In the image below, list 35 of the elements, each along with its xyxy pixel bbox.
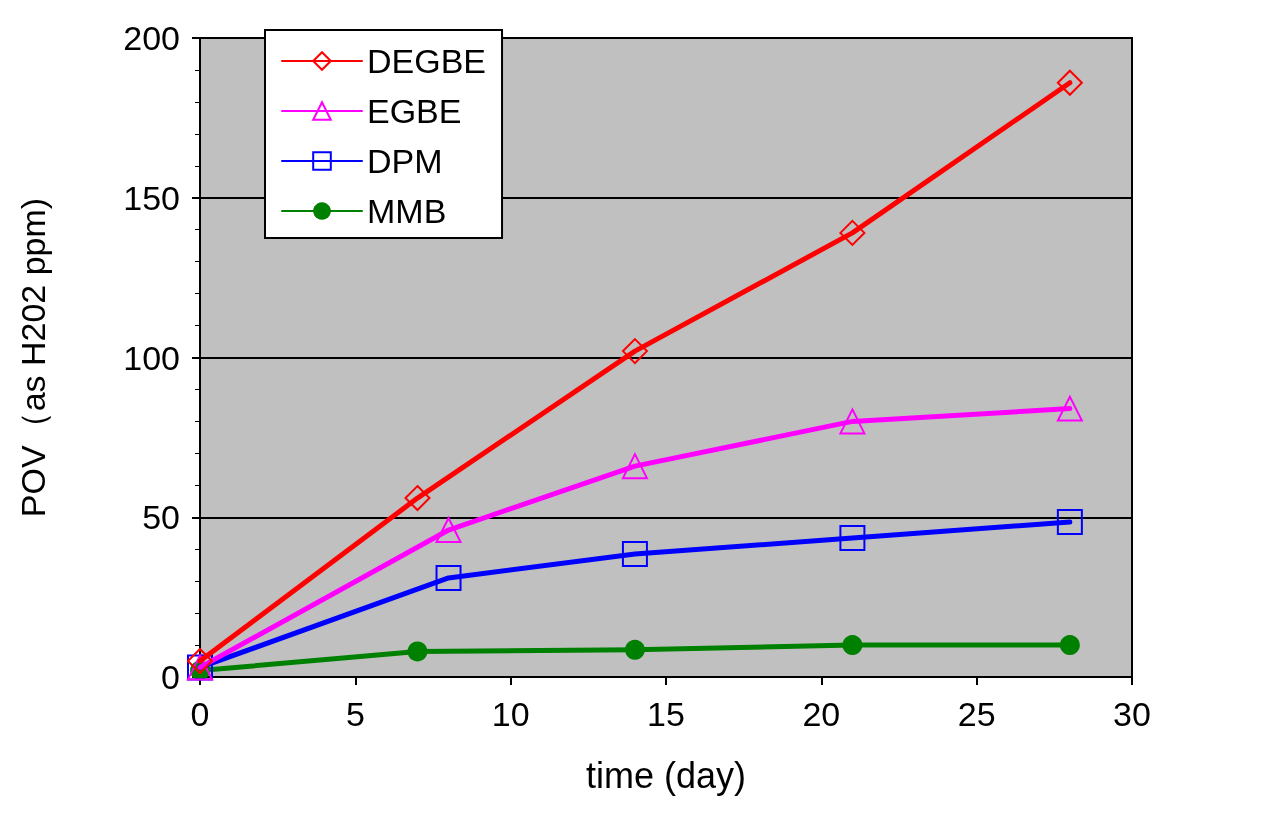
point <box>839 525 866 552</box>
point <box>621 453 648 480</box>
y-tick-label: 50 <box>142 498 180 537</box>
y-tick-label: 200 <box>123 19 180 57</box>
x-tick-label: 5 <box>345 695 365 733</box>
point <box>624 639 645 660</box>
point <box>1056 509 1083 536</box>
point <box>1056 395 1083 422</box>
x-tick-label: 10 <box>491 695 530 733</box>
point <box>187 648 213 675</box>
x-tick-label: 25 <box>957 695 996 733</box>
legend-label: MMB <box>367 192 447 230</box>
point <box>842 635 863 656</box>
point <box>839 408 866 435</box>
y-tick-label: 100 <box>123 338 180 377</box>
x-tick-label: 20 <box>802 695 841 733</box>
point <box>1056 69 1083 96</box>
point <box>435 564 462 591</box>
point <box>839 219 866 246</box>
point <box>1059 635 1080 656</box>
x-axis-title: time (day) <box>585 754 747 796</box>
legend-label: EGBE <box>367 92 462 130</box>
legend-label: DEGBE <box>367 42 487 80</box>
point <box>621 540 648 567</box>
x-tick-label: 15 <box>647 695 685 733</box>
point <box>404 485 431 512</box>
point <box>621 338 648 365</box>
x-tick-label: 0 <box>190 695 210 733</box>
y-tick-label: 0 <box>161 658 180 696</box>
y-axis-title: POV（as H202 ppm) <box>14 197 52 518</box>
point <box>435 517 462 544</box>
x-tick-label: 30 <box>1113 695 1151 733</box>
point <box>407 641 428 662</box>
y-tick-label: 150 <box>123 178 180 217</box>
legend-label: DPM <box>367 142 443 180</box>
